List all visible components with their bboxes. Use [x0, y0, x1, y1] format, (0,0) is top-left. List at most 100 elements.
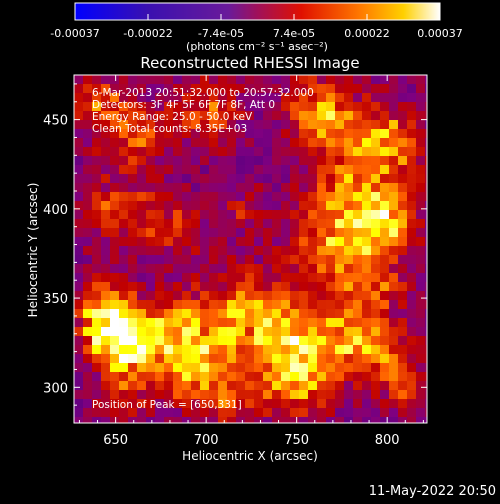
- heatmap-cell: [398, 210, 408, 220]
- heatmap-cell: [317, 336, 327, 346]
- heatmap-cell: [83, 381, 93, 391]
- heatmap-cell: [371, 102, 381, 112]
- heatmap-cell: [245, 84, 255, 94]
- heatmap-cell: [218, 156, 228, 166]
- heatmap-cell: [119, 165, 129, 175]
- heatmap-cell: [164, 102, 174, 112]
- heatmap-cell: [326, 102, 336, 112]
- heatmap-cell: [308, 183, 318, 193]
- heatmap-cell: [164, 210, 174, 220]
- heatmap-cell: [425, 237, 427, 247]
- heatmap-cell: [308, 255, 318, 265]
- heatmap-cell: [362, 174, 372, 184]
- heatmap-cell: [389, 192, 399, 202]
- heatmap-cell: [155, 318, 165, 328]
- heatmap-cell: [227, 201, 237, 211]
- heatmap-cell: [389, 363, 399, 373]
- heatmap-cell: [398, 129, 408, 139]
- heatmap-cell: [299, 273, 309, 283]
- heatmap-cell: [290, 138, 300, 148]
- heatmap-cell: [218, 84, 228, 94]
- heatmap-cell: [326, 84, 336, 94]
- heatmap-cell: [380, 165, 390, 175]
- heatmap-cell: [272, 138, 282, 148]
- heatmap-cell: [389, 291, 399, 301]
- heatmap-cell: [389, 183, 399, 193]
- heatmap-cell: [236, 102, 246, 112]
- heatmap-cell: [281, 120, 291, 130]
- heatmap-cell: [272, 174, 282, 184]
- heatmap-cell: [173, 102, 183, 112]
- heatmap-cell: [254, 120, 264, 130]
- heatmap-cell: [245, 381, 255, 391]
- heatmap-cell: [362, 345, 372, 355]
- heatmap-cell: [92, 129, 102, 139]
- heatmap-cell: [371, 237, 381, 247]
- heatmap-cell: [92, 336, 102, 346]
- heatmap-cell: [308, 363, 318, 373]
- heatmap-cell: [119, 120, 129, 130]
- heatmap-cell: [182, 417, 192, 423]
- heatmap-cell: [92, 354, 102, 364]
- heatmap-cell: [353, 255, 363, 265]
- heatmap-cell: [290, 75, 300, 85]
- heatmap-cell: [308, 291, 318, 301]
- heatmap-cell: [236, 300, 246, 310]
- heatmap-cell: [209, 237, 219, 247]
- heatmap-cell: [146, 120, 156, 130]
- heatmap-cell: [407, 318, 417, 328]
- colorbar: [74, 2, 441, 21]
- heatmap-cell: [83, 192, 93, 202]
- heatmap-cell: [245, 291, 255, 301]
- heatmap-cell: [101, 156, 111, 166]
- heatmap-cell: [335, 102, 345, 112]
- heatmap-cell: [200, 291, 210, 301]
- heatmap-cell: [173, 201, 183, 211]
- heatmap-cell: [308, 156, 318, 166]
- heatmap-cell: [389, 246, 399, 256]
- heatmap-cell: [146, 156, 156, 166]
- heatmap-cell: [335, 390, 345, 400]
- heatmap-cell: [92, 264, 102, 274]
- heatmap-cell: [83, 282, 93, 292]
- heatmap-cell: [326, 282, 336, 292]
- heatmap-cell: [245, 282, 255, 292]
- heatmap-cell: [371, 381, 381, 391]
- colorbar-unit-label: (photons cm⁻² s⁻¹ asec⁻²): [186, 40, 328, 53]
- heatmap-cell: [128, 255, 138, 265]
- heatmap-cell: [182, 192, 192, 202]
- heatmap-cell: [263, 273, 273, 283]
- heatmap-cell: [83, 345, 93, 355]
- heatmap-cell: [119, 228, 129, 238]
- heatmap-cell: [308, 102, 318, 112]
- heatmap-cell: [308, 345, 318, 355]
- heatmap-cell: [128, 201, 138, 211]
- heatmap-cell: [254, 408, 264, 418]
- heatmap-cell: [326, 246, 336, 256]
- heatmap-cell: [110, 228, 120, 238]
- heatmap-cell: [416, 174, 426, 184]
- heatmap-cell: [263, 345, 273, 355]
- heatmap-cell: [425, 111, 427, 121]
- heatmap-cell: [119, 102, 129, 112]
- heatmap-cell: [191, 399, 201, 409]
- heatmap-cell: [191, 354, 201, 364]
- heatmap-cell: [389, 264, 399, 274]
- heatmap-cell: [101, 372, 111, 382]
- heatmap-cell: [83, 318, 93, 328]
- heatmap-cell: [245, 354, 255, 364]
- heatmap-cell: [101, 345, 111, 355]
- heatmap-cell: [281, 390, 291, 400]
- heatmap-cell: [128, 282, 138, 292]
- heatmap-cell: [308, 210, 318, 220]
- heatmap-cell: [272, 363, 282, 373]
- heatmap-cell: [254, 381, 264, 391]
- heatmap-cell: [308, 408, 318, 418]
- heatmap-cell: [425, 165, 427, 175]
- heatmap-cell: [155, 309, 165, 319]
- heatmap-cell: [209, 327, 219, 337]
- heatmap-cell: [263, 417, 273, 423]
- heatmap-cell: [353, 102, 363, 112]
- heatmap-cell: [173, 147, 183, 157]
- heatmap-cell: [191, 327, 201, 337]
